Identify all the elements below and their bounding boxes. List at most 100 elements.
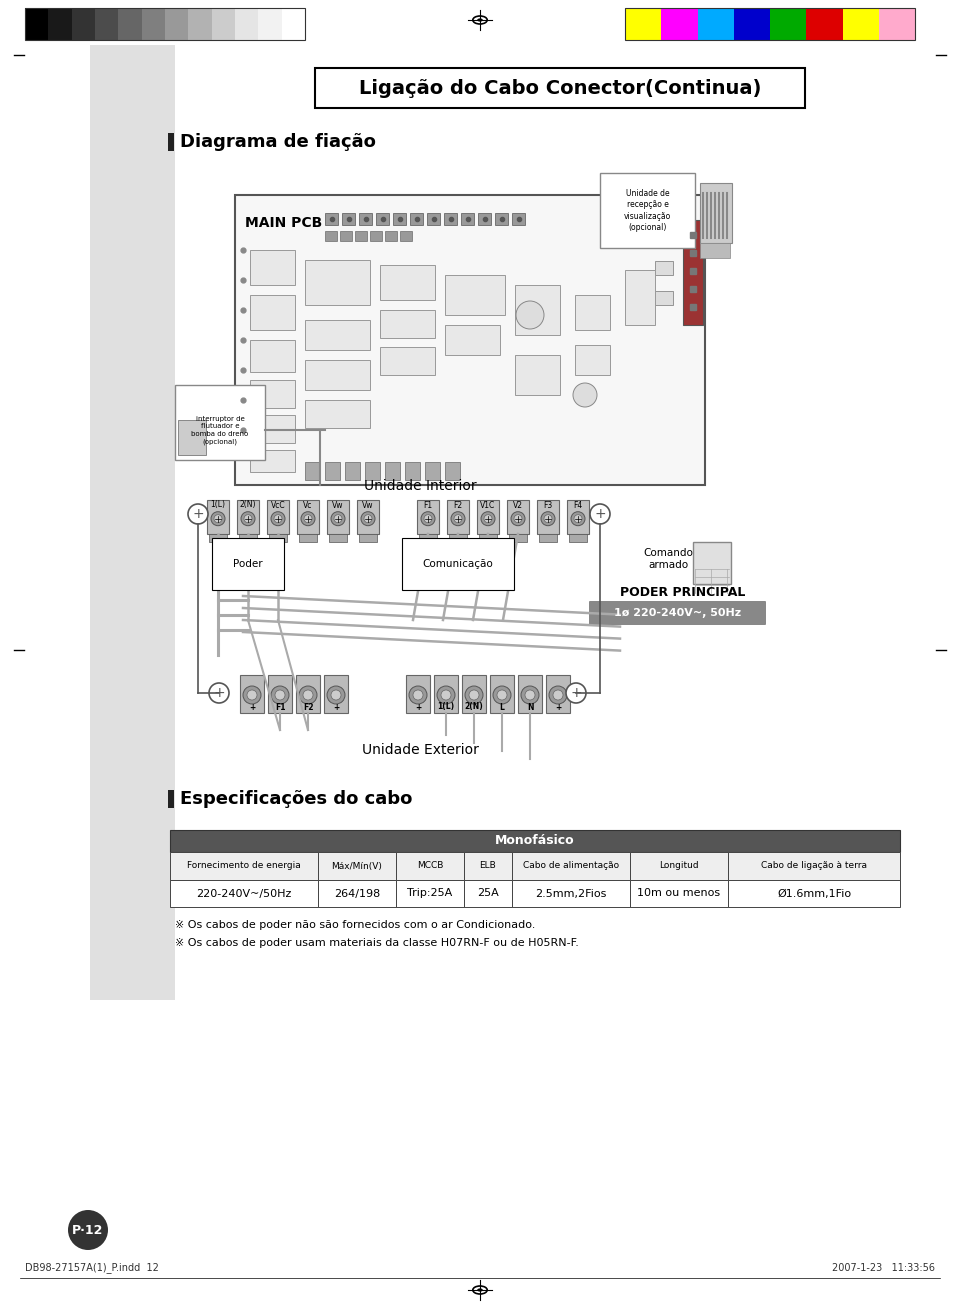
Text: Longitud: Longitud (660, 861, 699, 870)
Bar (625, 8, 915, 40)
Bar (297, 500, 319, 534)
Circle shape (441, 691, 451, 700)
Circle shape (327, 685, 345, 704)
Bar (878, 8, 915, 40)
Circle shape (590, 504, 610, 524)
Circle shape (244, 515, 252, 523)
Text: 1(L): 1(L) (438, 702, 455, 711)
Circle shape (331, 512, 345, 525)
Text: Monofásico: Monofásico (495, 834, 575, 847)
Bar (700, 242, 730, 258)
Bar (518, 675, 542, 713)
Circle shape (566, 683, 586, 704)
Circle shape (521, 685, 539, 704)
Bar (296, 675, 320, 713)
Text: Fornecimento de energia: Fornecimento de energia (187, 861, 300, 870)
Bar (175, 384, 265, 460)
Bar (168, 790, 174, 808)
Text: 1ø 220-240V~, 50Hz: 1ø 220-240V~, 50Hz (614, 609, 741, 618)
Bar (142, 8, 165, 40)
Bar (240, 675, 264, 713)
Circle shape (484, 515, 492, 523)
Text: 25A: 25A (477, 889, 499, 899)
Bar (393, 212, 406, 225)
Text: 2(N): 2(N) (465, 702, 484, 711)
Bar (165, 8, 188, 40)
Circle shape (304, 515, 312, 523)
Bar (630, 852, 728, 880)
Bar (268, 675, 292, 713)
Text: +: + (594, 507, 606, 521)
Bar (405, 463, 420, 480)
Bar (693, 542, 731, 584)
Bar (370, 231, 382, 241)
Bar (237, 500, 259, 534)
Bar (305, 463, 320, 480)
Text: 10m ou menos: 10m ou menos (637, 889, 721, 899)
Text: F1: F1 (275, 702, 285, 711)
Bar (625, 270, 655, 324)
Text: Cabo de ligação à terra: Cabo de ligação à terra (761, 861, 867, 870)
Bar (464, 852, 512, 880)
Bar (447, 500, 469, 534)
Bar (315, 68, 805, 108)
Bar (345, 463, 360, 480)
Bar (239, 534, 257, 542)
Bar (477, 500, 499, 534)
Bar (843, 8, 878, 40)
Text: Unidade Exterior: Unidade Exterior (362, 743, 478, 757)
Circle shape (571, 512, 585, 525)
Text: 2007-1-23   11:33:56: 2007-1-23 11:33:56 (832, 1263, 935, 1273)
Bar (25, 8, 48, 40)
Bar (25, 8, 305, 40)
Bar (342, 212, 355, 225)
Circle shape (469, 691, 479, 700)
Circle shape (247, 691, 257, 700)
Circle shape (516, 301, 544, 328)
Text: Vw: Vw (332, 500, 344, 509)
Bar (728, 852, 900, 880)
Circle shape (451, 512, 465, 525)
Circle shape (493, 685, 511, 704)
Bar (305, 400, 370, 427)
Circle shape (364, 515, 372, 523)
Text: DB98-27157A(1)_P.indd  12: DB98-27157A(1)_P.indd 12 (25, 1263, 158, 1273)
Bar (324, 675, 348, 713)
Text: Comunicação: Comunicação (422, 559, 493, 569)
Bar (299, 534, 317, 542)
Bar (575, 345, 610, 375)
Bar (537, 500, 559, 534)
Circle shape (437, 685, 455, 704)
Ellipse shape (477, 18, 483, 22)
Text: F3: F3 (543, 500, 553, 509)
Bar (168, 133, 174, 151)
Bar (211, 8, 235, 40)
Bar (546, 675, 570, 713)
Bar (357, 500, 379, 534)
Text: interruptor de
flutuador e
bomba do dreno
(opcional): interruptor de flutuador e bomba do dren… (191, 416, 249, 446)
Bar (72, 8, 95, 40)
Bar (512, 880, 630, 907)
Bar (385, 231, 397, 241)
Bar (700, 182, 732, 242)
Bar (444, 212, 457, 225)
Bar (509, 534, 527, 542)
Text: V1C: V1C (480, 500, 495, 509)
Bar (806, 8, 843, 40)
Text: +: + (333, 702, 339, 711)
Circle shape (299, 685, 317, 704)
Bar (355, 231, 367, 241)
Circle shape (211, 512, 225, 525)
Text: F1: F1 (423, 500, 433, 509)
Bar (235, 8, 258, 40)
Text: +: + (555, 702, 562, 711)
Ellipse shape (477, 1289, 483, 1291)
Bar (655, 291, 673, 305)
FancyBboxPatch shape (589, 601, 766, 625)
Bar (512, 852, 630, 880)
Text: VcC: VcC (271, 500, 285, 509)
Text: ※ Os cabos de poder não são fornecidos com o ar Condicionado.: ※ Os cabos de poder não são fornecidos c… (175, 920, 536, 930)
Bar (733, 8, 770, 40)
Bar (515, 285, 560, 335)
Bar (170, 880, 318, 907)
